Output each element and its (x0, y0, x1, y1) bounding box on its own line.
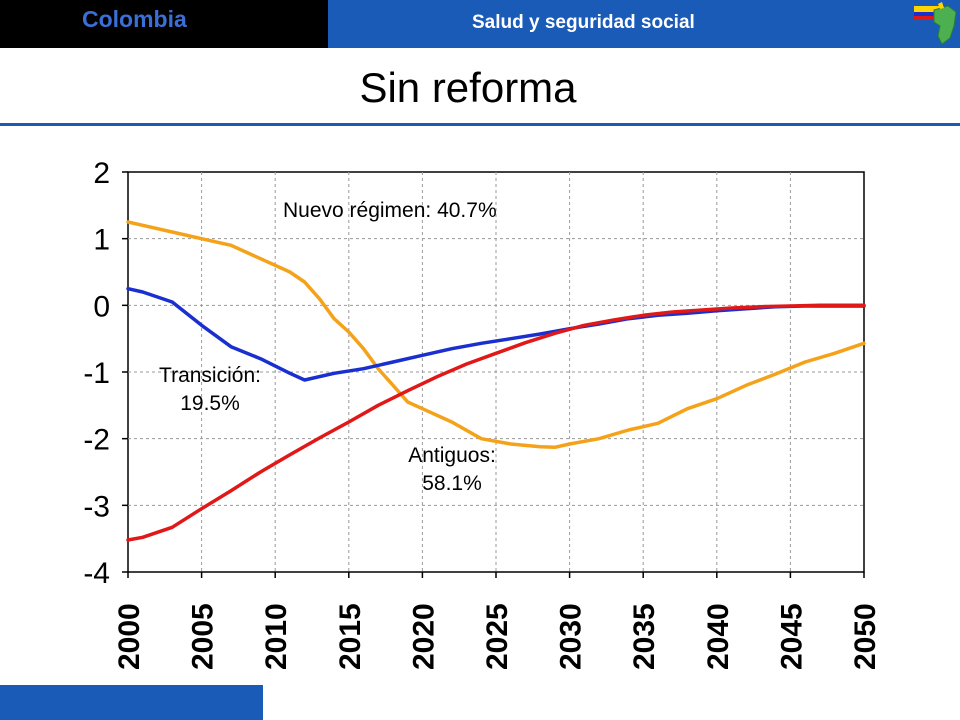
grid-lines (128, 172, 864, 572)
y-tick-label: -4 (83, 557, 110, 590)
x-tick-label: 2000 (113, 603, 146, 670)
section-title: Salud y seguridad social (472, 12, 695, 33)
slide-title: Sin reforma (359, 64, 577, 111)
x-tick-label: 2045 (775, 603, 808, 670)
annotation-antiguos-pct: 58.1% (422, 472, 482, 495)
x-tick-label: 2010 (260, 603, 293, 670)
y-tick-label: 2 (93, 157, 110, 190)
x-tick-label: 2020 (407, 603, 440, 670)
header-black-panel (0, 0, 328, 48)
x-tick-labels: 2000 2005 2010 2015 2020 2025 2030 2035 2040 2045… (113, 572, 882, 670)
x-tick-label: 2050 (849, 603, 882, 670)
y-tick-label: -3 (83, 490, 110, 523)
y-tick-label: -2 (83, 424, 110, 457)
country-label: Colombia (82, 6, 187, 32)
footer-bar (0, 685, 263, 720)
title-divider (0, 123, 960, 126)
x-tick-label: 2005 (187, 603, 220, 670)
series-line-nuevo (126, 303, 866, 542)
x-tick-label: 2030 (555, 603, 588, 670)
annotation-antiguos-name: Antiguos: (408, 444, 496, 467)
series-line-antiguos (126, 220, 866, 450)
annotation-nuevo: Nuevo régimen: 40.7% (283, 199, 497, 222)
annotation-transicion-name: Transición: (159, 364, 261, 387)
line-chart: 2 1 0 -1 -2 -3 -4 2000 2005 2010 2015 2020 2025 2030… (83, 157, 882, 670)
header-blue-banner (328, 0, 960, 48)
y-tick-label: -1 (83, 357, 110, 390)
y-tick-label: 0 (93, 290, 110, 323)
colombia-flag-map-icon (912, 0, 960, 48)
series-lines (126, 220, 866, 542)
y-tick-labels: 2 1 0 -1 -2 -3 -4 (83, 157, 128, 590)
x-tick-label: 2025 (481, 603, 514, 670)
y-tick-label: 1 (93, 224, 110, 257)
annotation-transicion-pct: 19.5% (180, 392, 240, 415)
x-tick-label: 2040 (702, 603, 735, 670)
x-tick-label: 2035 (628, 603, 661, 670)
x-tick-label: 2015 (334, 603, 367, 670)
